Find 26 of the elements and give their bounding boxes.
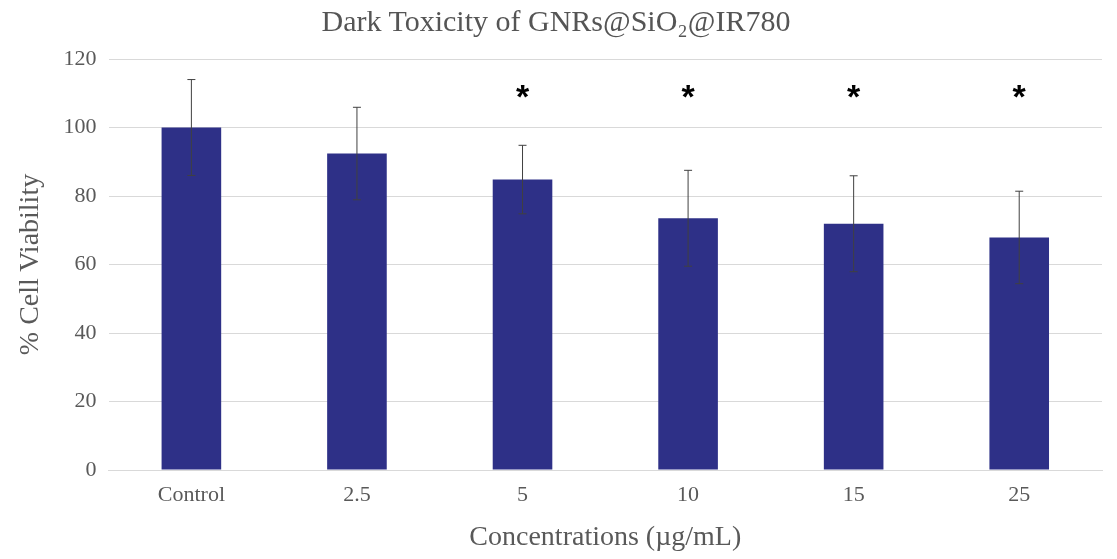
y-tick-label: 80 [74, 181, 97, 207]
annotation: * [1012, 77, 1027, 116]
x-tick-label: 15 [842, 480, 865, 506]
y-axis-title: % Cell Viability [13, 173, 45, 356]
x-tick-label: 2.5 [343, 480, 371, 506]
x-tick-label: Control [157, 480, 225, 506]
bar [327, 153, 387, 470]
chart-title: Dark Toxicity of GNRs@SiO₂@IR780 [321, 3, 791, 38]
x-axis-title: Concentrations (µg/mL) [469, 519, 742, 551]
y-tick-label: 20 [74, 387, 97, 413]
y-tick-label: 100 [63, 113, 97, 139]
y-tick-label: 0 [85, 455, 97, 481]
x-tick-label: 5 [517, 480, 529, 506]
x-tick-label: 10 [677, 480, 700, 506]
x-tick-label: 25 [1008, 480, 1031, 506]
y-tick-label: 60 [74, 250, 97, 276]
bar [658, 218, 718, 470]
bar [989, 237, 1050, 470]
y-tick-label: 40 [74, 318, 97, 344]
bar [161, 127, 222, 470]
annotation: * [681, 77, 696, 116]
annotation: * [515, 77, 530, 116]
bar [492, 179, 553, 470]
bar [823, 223, 884, 470]
y-tick-label: 120 [63, 44, 97, 70]
annotation: * [847, 77, 862, 116]
